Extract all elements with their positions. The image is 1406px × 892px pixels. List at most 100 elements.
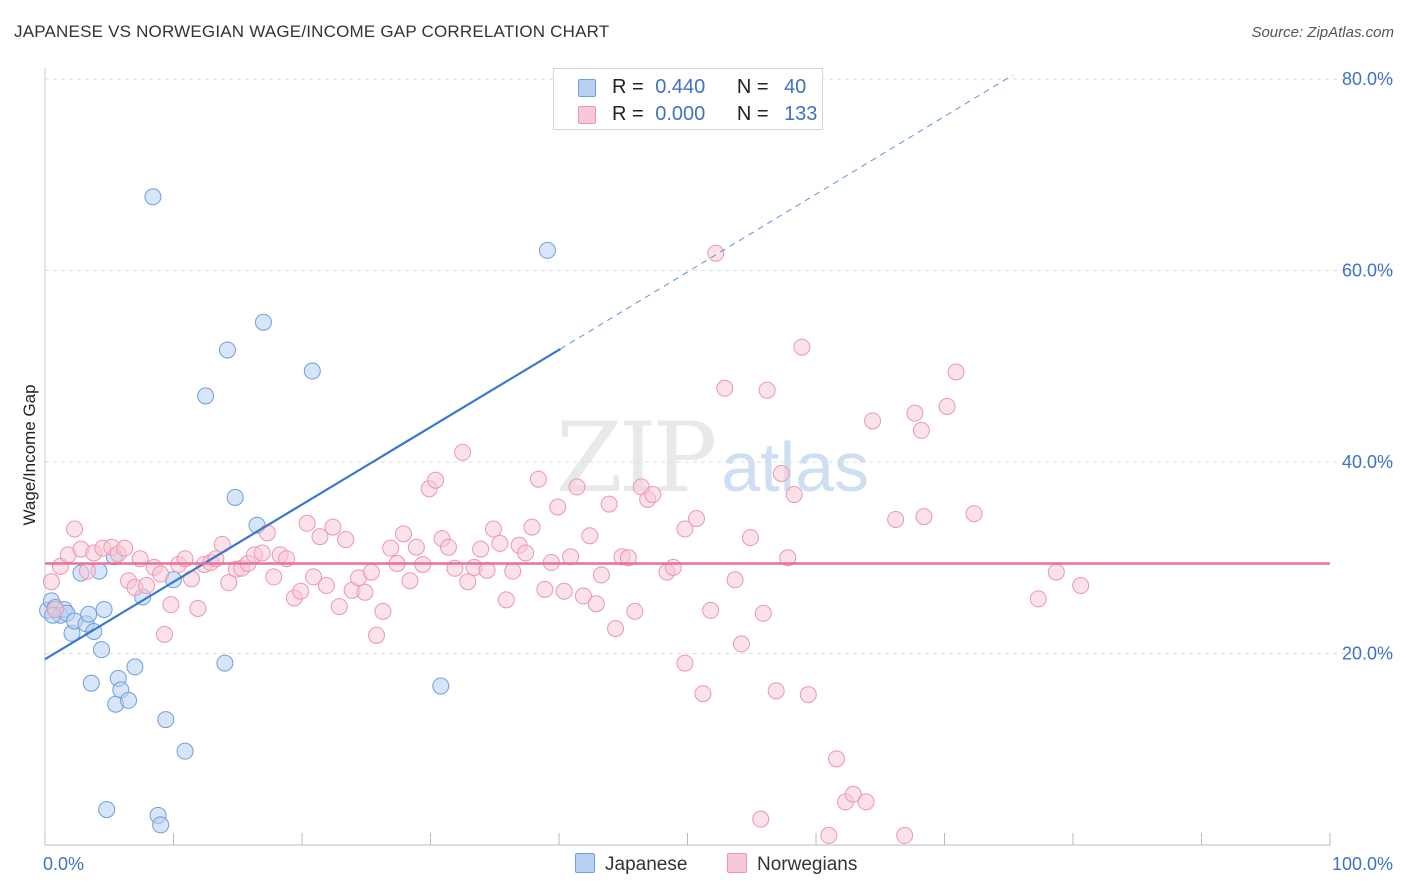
source-label: Source: ZipAtlas.com	[1251, 24, 1394, 41]
norwegian-point	[915, 508, 933, 526]
norwegian-point	[324, 518, 342, 536]
japanese-swatch	[575, 853, 595, 873]
japanese-point	[82, 674, 100, 692]
norwegian-point	[491, 534, 509, 552]
japanese-point	[538, 241, 556, 259]
norwegian-point	[707, 244, 725, 262]
series-legend: Japanese Norwegians	[0, 853, 1406, 877]
norwegian-point	[947, 363, 965, 381]
norwegian-point	[337, 531, 355, 549]
axes	[44, 68, 1331, 846]
norwegian-point	[298, 514, 316, 532]
norwegian-point	[664, 558, 682, 576]
tick-labels: 20.0% 40.0% 60.0% 80.0% 0.0% 100.0%	[43, 69, 1393, 874]
japanese-point	[98, 801, 116, 819]
r-value: 0.440	[655, 76, 706, 98]
norwegian-point	[555, 582, 573, 600]
norwegian-point	[472, 540, 490, 558]
norwegian-point	[265, 568, 283, 586]
norwegian-point	[619, 549, 637, 567]
norwegian-point	[581, 527, 599, 545]
trend-lines	[44, 74, 1330, 661]
japanese-point	[152, 816, 170, 834]
norwegian-point	[687, 509, 705, 527]
norwegian-point	[382, 539, 400, 557]
norwegian-swatch	[578, 106, 596, 124]
japanese-point	[226, 488, 244, 506]
norwegian-point	[156, 625, 174, 643]
legend-label-japanese: Japanese	[605, 854, 688, 875]
norwegian-point	[454, 443, 472, 461]
norwegian-point	[896, 826, 914, 844]
norwegian-point	[478, 561, 496, 579]
norwegian-point	[220, 574, 238, 592]
norwegian-point	[1072, 577, 1090, 595]
stats-text-japanese: R = 0.440 N = 40	[612, 76, 806, 99]
norwegian-point	[741, 529, 759, 547]
norwegian-point	[772, 464, 790, 482]
y-tick-label: 20.0%	[1342, 644, 1393, 664]
n-value: 40	[784, 76, 807, 98]
watermark-zip: ZIP	[556, 402, 717, 514]
norwegian-point	[607, 620, 625, 638]
n-label: N =	[736, 103, 769, 125]
norwegian-point	[152, 565, 170, 583]
y-tick-label: 80.0%	[1342, 69, 1393, 89]
watermark: ZIP atlas	[556, 402, 869, 514]
norwegian-point	[317, 577, 335, 595]
norwegian-point	[368, 626, 386, 644]
x-tick-label: 0.0%	[43, 854, 84, 874]
norwegian-point	[779, 549, 797, 567]
points	[39, 188, 1090, 844]
norwegian-point	[912, 421, 930, 439]
norwegian-point	[549, 498, 567, 516]
norwegian-point	[484, 520, 502, 538]
norwegian-point	[401, 572, 419, 590]
norwegian-point	[292, 582, 310, 600]
norwegian-point	[799, 686, 817, 704]
norwegian-point	[676, 520, 694, 538]
norwegian-point	[758, 381, 776, 399]
norwegian-point	[356, 583, 374, 601]
norwegian-point	[330, 598, 348, 616]
japanese-point	[80, 605, 98, 623]
japanese-point	[176, 742, 194, 760]
japanese-point	[95, 600, 113, 618]
japanese-trend-line	[44, 348, 561, 661]
norwegian-point	[427, 471, 445, 489]
norwegian-point	[938, 397, 956, 415]
legend-label-norwegians: Norwegians	[757, 854, 858, 875]
norwegian-point	[311, 528, 329, 546]
norwegian-point	[820, 826, 838, 844]
norwegian-point	[517, 544, 535, 562]
norwegian-point	[1029, 590, 1047, 608]
norwegian-point	[162, 596, 180, 614]
legend-item-norwegians[interactable]: Norwegians	[727, 853, 857, 876]
norwegian-point	[726, 571, 744, 589]
japanese-point	[157, 711, 175, 729]
norwegian-point	[138, 577, 156, 595]
norwegian-point	[362, 563, 380, 581]
chart-title: JAPANESE VS NORWEGIAN WAGE/INCOME GAP CO…	[14, 22, 610, 41]
norwegian-point	[732, 635, 750, 653]
norwegian-point	[536, 580, 554, 598]
stats-legend: R = 0.440 N = 40 R = 0.000 N = 133	[553, 68, 823, 130]
norwegian-point	[562, 548, 580, 566]
r-label: R =	[612, 76, 644, 98]
legend-item-japanese[interactable]: Japanese	[575, 853, 687, 876]
norwegian-point	[694, 685, 712, 703]
japanese-point	[218, 341, 236, 359]
norwegian-point	[857, 793, 875, 811]
japanese-trend-extension	[560, 74, 1013, 350]
norwegian-point	[504, 562, 522, 580]
norwegian-point	[793, 338, 811, 356]
norwegian-point	[587, 595, 605, 613]
norwegian-point	[407, 538, 425, 556]
norwegian-point	[828, 750, 846, 768]
norwegian-point	[965, 505, 983, 523]
norwegian-point	[887, 510, 905, 528]
norwegian-swatch	[727, 853, 747, 873]
japanese-swatch	[578, 79, 596, 97]
japanese-point	[216, 654, 234, 672]
